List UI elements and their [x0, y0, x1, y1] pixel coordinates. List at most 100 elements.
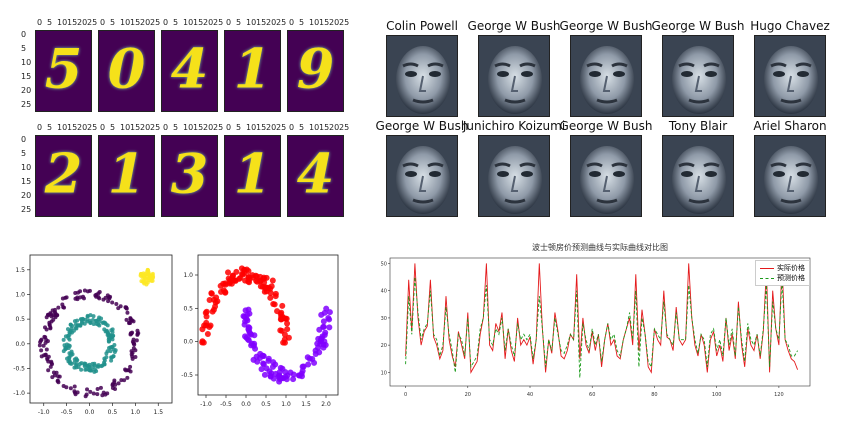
data-point [281, 339, 288, 346]
x-tick-label: 80 [651, 392, 657, 398]
digit-glyph: 3 [170, 141, 209, 206]
data-point [134, 338, 139, 343]
data-point [128, 316, 133, 321]
data-point [69, 351, 74, 356]
y-tick-label: 40 [381, 289, 387, 295]
data-point [75, 358, 80, 363]
right-eye [797, 171, 809, 177]
x-tick-label: 10 [120, 18, 131, 27]
data-point [78, 295, 83, 300]
data-point [46, 359, 51, 364]
digit-image: 0 [98, 30, 155, 112]
data-point [73, 392, 78, 397]
x-tick-label: 0 [163, 18, 169, 27]
left-eye [589, 71, 601, 77]
data-point [284, 320, 291, 327]
x-tick-label: 0 [163, 123, 169, 132]
face-image [754, 35, 826, 117]
data-point [242, 307, 249, 314]
data-point [317, 338, 324, 345]
face-image [754, 135, 826, 217]
data-point [112, 342, 117, 347]
data-point [42, 334, 47, 339]
face-drawing [663, 36, 733, 116]
x-tick-label: 25 [276, 18, 287, 27]
x-tick-label: 0.0 [241, 401, 251, 408]
digit-glyph: 5 [44, 36, 83, 101]
digit-image: 5 [35, 30, 92, 112]
data-point [51, 317, 56, 322]
digit-image: 1 [224, 135, 281, 217]
data-point [323, 305, 330, 312]
data-point [76, 365, 81, 370]
face-title: George W Bush [467, 19, 561, 33]
mouth [412, 198, 434, 204]
x-tick-label: 10 [183, 123, 194, 132]
data-point [91, 314, 96, 319]
x-tick-label: 20 [203, 123, 214, 132]
x-tick-label: 40 [527, 392, 533, 398]
face-image [478, 35, 550, 117]
data-point [74, 362, 79, 367]
face-title: George W Bush [559, 19, 653, 33]
x-tick-label: 20 [266, 18, 277, 27]
y-tick-label: 25 [21, 100, 32, 109]
x-tick-label: 5 [173, 18, 179, 27]
y-tick-label: 0 [21, 135, 27, 144]
mouth [412, 98, 434, 104]
data-point [72, 384, 77, 389]
data-point [99, 364, 104, 369]
x-tick-label: 5 [299, 123, 305, 132]
right-eye [429, 71, 441, 77]
x-tick-label: 15 [319, 123, 330, 132]
data-point [129, 352, 134, 357]
x-tick-label: 5 [173, 123, 179, 132]
digit-glyph: 0 [107, 36, 146, 101]
nose [418, 75, 426, 92]
x-tick-label: 25 [150, 123, 161, 132]
y-tick-label: -0.5 [13, 365, 25, 372]
data-point [61, 305, 66, 310]
data-point [41, 343, 46, 348]
data-point [147, 273, 152, 278]
data-point [207, 322, 214, 329]
data-point [103, 321, 108, 326]
data-point [104, 351, 109, 356]
data-point [67, 344, 72, 349]
y-tick-label: 10 [21, 58, 32, 67]
data-point [67, 330, 72, 335]
nose [786, 75, 794, 92]
face-subplot: George W Bush [468, 19, 560, 117]
data-point [199, 326, 206, 333]
mouth [688, 98, 710, 104]
digit-glyph: 2 [44, 141, 83, 206]
data-point [299, 367, 306, 374]
face-drawing [663, 136, 733, 216]
data-point [97, 323, 102, 328]
x-tick-label: 10 [246, 18, 257, 27]
mouth [504, 198, 526, 204]
data-point [97, 290, 102, 295]
data-point [258, 366, 265, 373]
face-title: George W Bush [651, 19, 745, 33]
x-tick-label: 5 [110, 123, 116, 132]
x-tick-label: 0 [37, 18, 43, 27]
data-point [259, 352, 266, 359]
x-tick-label: 25 [87, 18, 98, 27]
face-title: George W Bush [559, 119, 653, 133]
data-point [304, 354, 311, 361]
x-tick-label: 5 [47, 123, 53, 132]
x-tick-label: 20 [140, 123, 151, 132]
digit-image: 1 [98, 135, 155, 217]
data-point [244, 336, 251, 343]
x-tick-label: 1.0 [131, 409, 141, 416]
data-point [37, 343, 42, 348]
right-eye [613, 71, 625, 77]
face-drawing [387, 136, 457, 216]
right-eye [705, 171, 717, 177]
x-tick-label: 25 [276, 123, 287, 132]
digit-subplot: 1 0 5 10 15 20 25 [98, 123, 160, 217]
data-point [214, 298, 221, 305]
data-point [222, 289, 229, 296]
data-point [119, 378, 124, 383]
